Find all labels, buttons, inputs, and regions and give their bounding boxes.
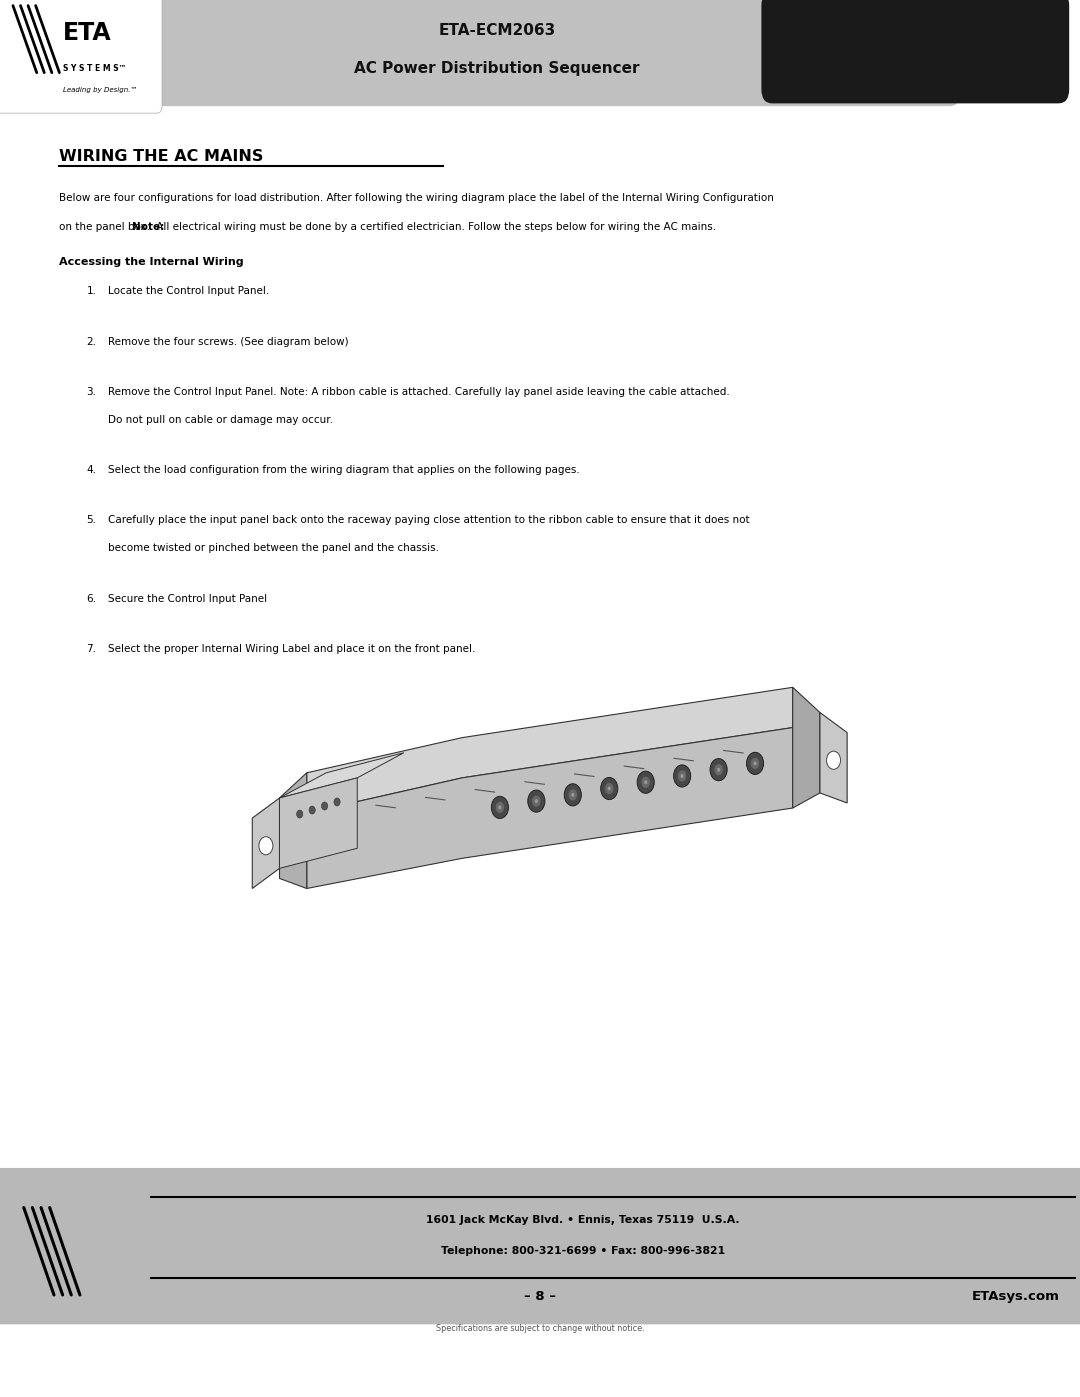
Text: AC Power Distribution Sequencer: AC Power Distribution Sequencer: [354, 61, 639, 75]
Text: 5.: 5.: [86, 515, 96, 525]
Text: Remove the four screws. (See diagram below): Remove the four screws. (See diagram bel…: [108, 337, 349, 346]
Circle shape: [535, 799, 538, 803]
Text: become twisted or pinched between the panel and the chassis.: become twisted or pinched between the pa…: [108, 543, 438, 553]
Text: 7.: 7.: [86, 644, 96, 654]
Circle shape: [710, 759, 727, 781]
Circle shape: [322, 802, 327, 810]
Text: on the panel box.: on the panel box.: [59, 222, 153, 232]
Circle shape: [746, 753, 764, 774]
Text: S Y S T E M S™: S Y S T E M S™: [63, 64, 126, 73]
Circle shape: [751, 757, 759, 770]
Polygon shape: [280, 753, 404, 798]
Text: Secure the Control Input Panel: Secure the Control Input Panel: [108, 594, 267, 604]
Text: ETA: ETA: [63, 21, 111, 45]
Text: 6.: 6.: [86, 594, 96, 604]
Circle shape: [564, 784, 581, 806]
Circle shape: [568, 789, 578, 800]
Text: 2.: 2.: [86, 337, 96, 346]
Text: Carefully place the input panel back onto the raceway paying close attention to : Carefully place the input panel back ont…: [108, 515, 750, 525]
Circle shape: [600, 778, 618, 799]
Text: All electrical wiring must be done by a certified electrician. Follow the steps : All electrical wiring must be done by a …: [152, 222, 716, 232]
Circle shape: [754, 761, 757, 766]
Text: Specifications are subject to change without notice.: Specifications are subject to change wit…: [435, 1324, 645, 1333]
Circle shape: [680, 774, 684, 778]
Circle shape: [826, 752, 840, 770]
Polygon shape: [280, 773, 307, 888]
Circle shape: [714, 764, 724, 775]
Circle shape: [334, 798, 340, 806]
Circle shape: [717, 768, 720, 771]
Text: Locate the Control Input Panel.: Locate the Control Input Panel.: [108, 286, 269, 296]
Text: 1601 Jack McKay Blvd. • Ennis, Texas 75119  U.S.A.: 1601 Jack McKay Blvd. • Ennis, Texas 751…: [427, 1215, 740, 1225]
Circle shape: [297, 810, 302, 819]
Text: – 8 –: – 8 –: [524, 1289, 556, 1303]
Text: Select the load configuration from the wiring diagram that applies on the follow: Select the load configuration from the w…: [108, 465, 580, 475]
Circle shape: [309, 806, 315, 814]
Text: ETAsys.com: ETAsys.com: [971, 1289, 1059, 1303]
Circle shape: [605, 782, 613, 795]
Text: Note:: Note:: [133, 222, 164, 232]
Circle shape: [491, 796, 509, 819]
Text: WIRING THE AC MAINS: WIRING THE AC MAINS: [59, 149, 264, 165]
Polygon shape: [280, 778, 357, 869]
FancyBboxPatch shape: [132, 0, 959, 106]
Text: 4.: 4.: [86, 465, 96, 475]
Polygon shape: [307, 728, 793, 888]
FancyBboxPatch shape: [761, 0, 1069, 103]
Circle shape: [674, 766, 691, 787]
Text: ETA-ECM2063: ETA-ECM2063: [438, 22, 555, 38]
Text: 1.: 1.: [86, 286, 96, 296]
Polygon shape: [307, 687, 793, 813]
Text: Telephone: 800-321-6699 • Fax: 800-996-3821: Telephone: 800-321-6699 • Fax: 800-996-3…: [441, 1246, 726, 1256]
Text: Select the proper Internal Wiring Label and place it on the front panel.: Select the proper Internal Wiring Label …: [108, 644, 475, 654]
Polygon shape: [793, 687, 820, 807]
Text: Accessing the Internal Wiring: Accessing the Internal Wiring: [59, 257, 244, 267]
Circle shape: [571, 793, 575, 796]
Circle shape: [608, 787, 611, 791]
Circle shape: [496, 802, 504, 813]
Circle shape: [644, 781, 647, 784]
Circle shape: [498, 806, 501, 809]
FancyBboxPatch shape: [0, 1168, 1080, 1324]
Circle shape: [531, 795, 541, 807]
Text: Below are four configurations for load distribution. After following the wiring : Below are four configurations for load d…: [59, 193, 774, 203]
Text: Do not pull on cable or damage may occur.: Do not pull on cable or damage may occur…: [108, 415, 333, 425]
Text: Remove the Control Input Panel. Note: A ribbon cable is attached. Carefully lay : Remove the Control Input Panel. Note: A …: [108, 387, 730, 397]
Circle shape: [528, 791, 545, 812]
Circle shape: [637, 771, 654, 793]
Polygon shape: [820, 712, 847, 803]
Text: 3.: 3.: [86, 387, 96, 397]
Text: Leading by Design.™: Leading by Design.™: [63, 87, 137, 94]
Polygon shape: [253, 798, 280, 888]
Circle shape: [259, 837, 273, 855]
Circle shape: [677, 770, 687, 782]
FancyBboxPatch shape: [0, 0, 162, 113]
Circle shape: [642, 777, 650, 788]
